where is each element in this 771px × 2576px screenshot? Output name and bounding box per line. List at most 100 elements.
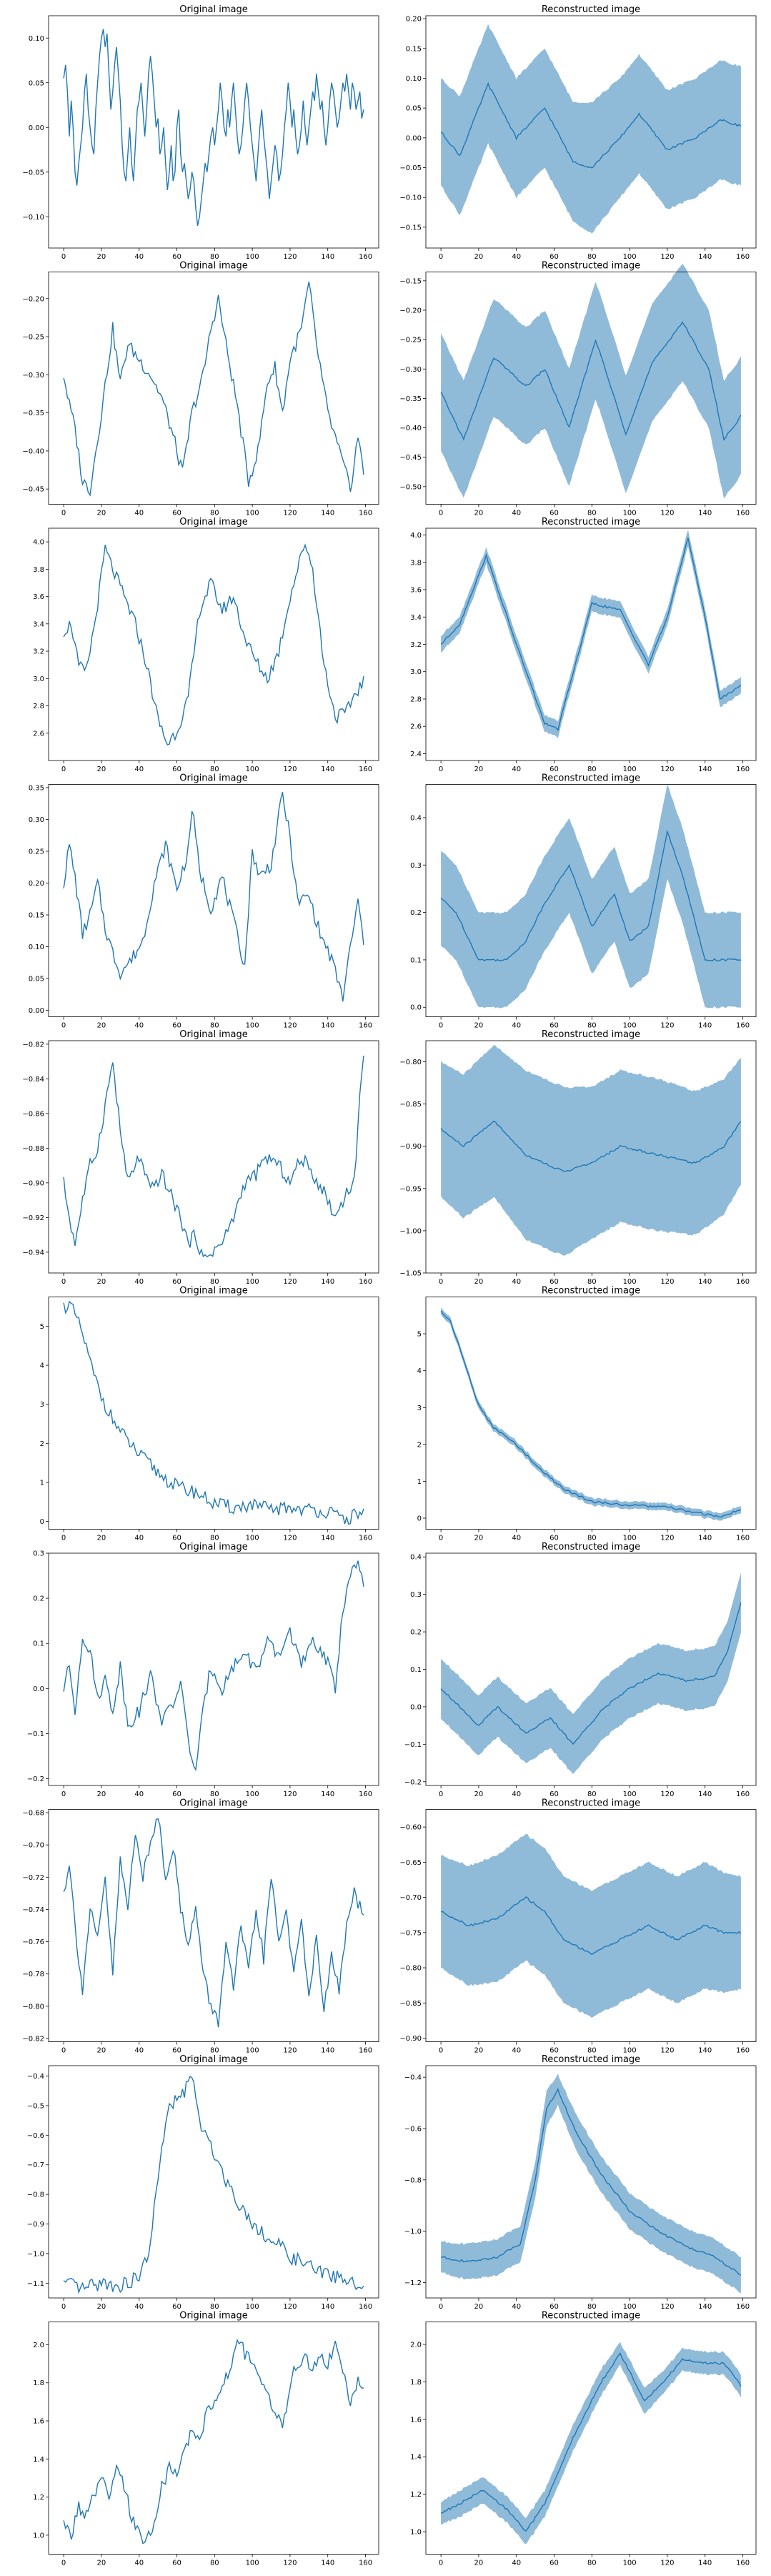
x-tick-label: 120 — [660, 1278, 674, 1286]
chart-19: Original image 0 20 40 60 80 100 120 140 160 1.0 1.… — [33, 2311, 379, 2567]
x-tick-label: 80 — [210, 1022, 219, 1030]
x-tick-label: 140 — [698, 2560, 712, 2567]
y-tick-label: 2 — [417, 1441, 422, 1449]
x-tick-label: 120 — [660, 1790, 674, 1798]
uncertainty-band — [441, 1833, 741, 2018]
y-tick-label: 0.0 — [410, 1004, 422, 1012]
x-tick-label: 80 — [587, 2047, 597, 2055]
x-tick-label: 140 — [321, 766, 334, 773]
x-tick-label: 140 — [321, 510, 334, 517]
y-tick-label: −0.80 — [399, 1059, 422, 1066]
y-tick-label: −0.75 — [399, 1929, 422, 1937]
y-tick-label: −0.5 — [27, 2102, 44, 2110]
y-tick-label: −1.1 — [27, 2280, 44, 2288]
x-tick-label: 60 — [172, 1790, 181, 1798]
x-tick-label: 0 — [439, 1022, 443, 1030]
x-tick-label: 160 — [359, 510, 372, 517]
chart-title: Original image — [179, 2054, 248, 2065]
y-tick-label: 0.3 — [410, 1591, 422, 1599]
uncertainty-band — [441, 784, 741, 1009]
series-line — [440, 2352, 742, 2532]
x-tick-label: 100 — [246, 1278, 259, 1286]
y-tick-label: −0.9 — [27, 2221, 44, 2229]
y-tick-label: 0.4 — [410, 1554, 422, 1562]
y-tick-label: −0.8 — [27, 2191, 44, 2199]
x-tick-label: 40 — [134, 1790, 144, 1798]
x-tick-label: 40 — [512, 1790, 521, 1798]
x-tick-label: 40 — [134, 2560, 144, 2567]
y-tick-label: −0.35 — [399, 395, 422, 403]
chart-title: Reconstructed image — [542, 261, 640, 272]
x-tick-label: 0 — [61, 1278, 66, 1286]
x-tick-label: 100 — [246, 1535, 259, 1542]
x-tick-label: 0 — [61, 2560, 66, 2567]
y-tick-label: 0.25 — [29, 848, 44, 856]
x-tick-label: 0 — [61, 2047, 66, 2055]
x-tick-label: 40 — [512, 253, 521, 261]
x-tick-label: 140 — [698, 1278, 712, 1286]
x-tick-label: 60 — [549, 1022, 559, 1030]
y-tick-label: 0.05 — [406, 105, 422, 113]
uncertainty-band — [441, 1307, 741, 1521]
x-tick-label: 160 — [359, 1278, 372, 1286]
x-tick-label: 100 — [246, 510, 259, 517]
y-tick-label: 0.15 — [406, 45, 422, 53]
x-tick-label: 100 — [623, 2047, 637, 2055]
x-tick-label: 80 — [587, 1790, 597, 1798]
y-tick-label: 0.00 — [29, 124, 44, 132]
x-tick-label: 20 — [97, 766, 106, 773]
y-tick-label: 0.3 — [33, 1550, 44, 1558]
x-tick-label: 20 — [474, 2303, 484, 2311]
y-tick-label: −0.50 — [399, 483, 422, 491]
x-tick-label: 80 — [587, 766, 597, 773]
x-tick-label: 120 — [283, 2047, 297, 2055]
chart-title: Reconstructed image — [542, 2311, 640, 2322]
axes-frame — [425, 272, 757, 505]
x-tick-label: 140 — [698, 253, 712, 261]
chart-4: Reconstructed image 0 20 40 60 80 100 120 140 160… — [399, 261, 757, 517]
x-tick-label: 80 — [587, 253, 597, 261]
y-tick-label: −0.10 — [22, 214, 44, 222]
y-tick-label: 4.0 — [410, 532, 422, 540]
x-tick-label: 160 — [736, 1535, 750, 1542]
x-tick-label: 40 — [134, 1278, 144, 1286]
y-tick-label: 3.6 — [410, 587, 422, 595]
x-tick-label: 20 — [474, 510, 484, 517]
y-tick-label: 0.1 — [33, 1640, 44, 1648]
x-tick-label: 140 — [698, 1535, 712, 1542]
y-tick-label: 1.2 — [410, 2491, 422, 2499]
x-tick-label: 120 — [283, 1535, 297, 1542]
x-tick-label: 20 — [474, 2047, 484, 2055]
y-tick-label: 3.4 — [410, 614, 422, 622]
x-tick-label: 100 — [623, 2560, 637, 2567]
x-tick-label: 40 — [512, 1022, 521, 1030]
x-tick-label: 160 — [359, 1022, 372, 1030]
y-tick-label: −0.90 — [399, 2035, 422, 2043]
x-tick-label: 120 — [660, 253, 674, 261]
x-tick-label: 100 — [623, 253, 637, 261]
y-tick-label: −0.72 — [22, 1874, 44, 1882]
series-line — [440, 1896, 742, 1956]
y-tick-label: −0.2 — [404, 1778, 422, 1786]
x-tick-label: 60 — [172, 1535, 181, 1542]
x-tick-label: 20 — [97, 2047, 106, 2055]
series-line — [440, 81, 742, 169]
x-tick-label: 40 — [134, 2303, 144, 2311]
x-tick-label: 160 — [736, 253, 750, 261]
chart-title: Original image — [179, 1798, 248, 1809]
chart-11: Original image 0 20 40 60 80 100 120 140 160 0 1 2 3 4… — [40, 1286, 379, 1542]
uncertainty-band — [441, 1045, 741, 1256]
x-tick-label: 0 — [439, 510, 443, 517]
x-tick-label: 0 — [61, 1535, 66, 1542]
chart-title: Original image — [179, 773, 248, 784]
series-line — [440, 1310, 742, 1518]
y-tick-label: 2.6 — [410, 723, 422, 731]
x-tick-label: 40 — [134, 510, 144, 517]
y-tick-label: 2.0 — [410, 2341, 422, 2349]
x-tick-label: 60 — [172, 1278, 181, 1286]
x-tick-label: 60 — [549, 766, 559, 773]
x-tick-label: 20 — [474, 1535, 484, 1542]
y-tick-label: 0.0 — [410, 1703, 422, 1711]
